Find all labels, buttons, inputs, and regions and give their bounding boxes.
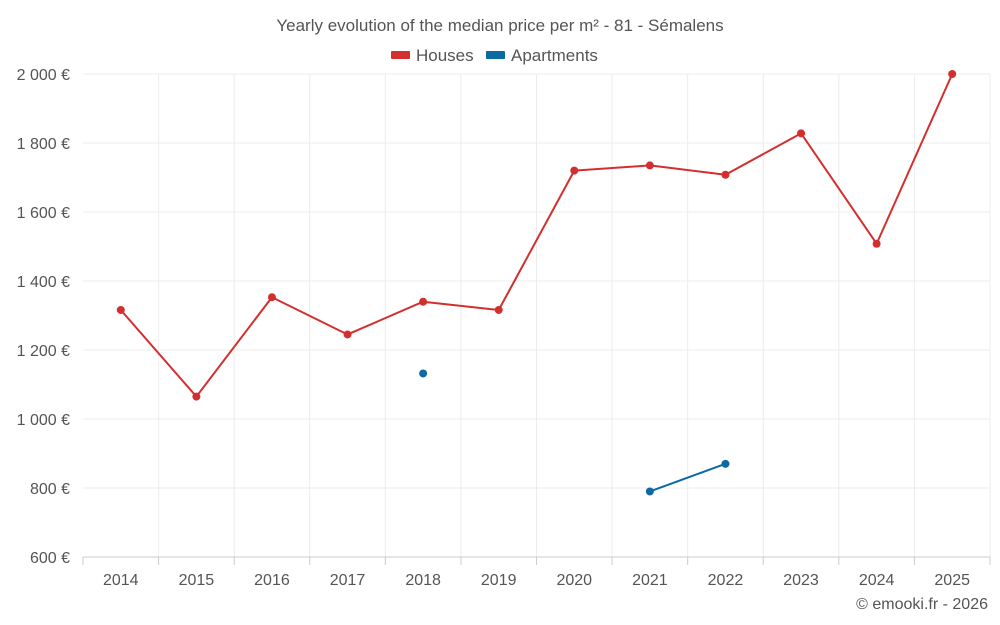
- data-point-houses-2020[interactable]: [570, 166, 579, 175]
- chart-title: Yearly evolution of the median price per…: [276, 16, 723, 35]
- series-line-houses: [120, 73, 954, 398]
- x-tick-label: 2025: [934, 572, 970, 589]
- y-tick-label: 1 600 €: [17, 205, 70, 222]
- data-point-houses-2021[interactable]: [645, 161, 654, 170]
- x-tick-label: 2021: [632, 572, 668, 589]
- data-point-houses-2024[interactable]: [872, 239, 881, 248]
- x-tick-label: 2016: [254, 572, 290, 589]
- x-tick-label: 2019: [481, 572, 517, 589]
- y-tick-label: 1 800 €: [17, 136, 70, 153]
- credit-text: © emooki.fr - 2026: [856, 596, 988, 613]
- legend-label-houses: Houses: [416, 46, 474, 65]
- data-point-apartments-2021[interactable]: [645, 487, 654, 496]
- y-tick-label: 1 400 €: [17, 274, 70, 291]
- x-tick-label: 2014: [103, 572, 139, 589]
- data-point-houses-2025[interactable]: [948, 70, 957, 78]
- data-point-houses-2018[interactable]: [419, 297, 428, 306]
- x-tick-label: 2018: [405, 572, 441, 589]
- series-line-apartments: [649, 462, 726, 493]
- x-tick-label: 2023: [783, 572, 819, 589]
- data-point-houses-2017[interactable]: [343, 330, 352, 339]
- x-axis: 2014 2015 2016 2017 2018 2019 2020 2021 2022 2023…: [82, 556, 991, 589]
- y-tick-label: 2 000 €: [17, 67, 70, 84]
- x-tick-label: 2015: [179, 572, 215, 589]
- data-point-houses-2016[interactable]: [267, 293, 276, 302]
- legend-label-apartments: Apartments: [511, 46, 598, 65]
- gridlines: [83, 73, 991, 557]
- x-tick-label: 2024: [859, 572, 895, 589]
- y-tick-label: 1 200 €: [17, 343, 70, 360]
- x-tick-label: 2017: [330, 572, 366, 589]
- series-apartments: [419, 369, 730, 496]
- legend-swatch-apartments: [486, 51, 505, 59]
- legend-item-apartments[interactable]: Apartments: [486, 46, 598, 65]
- y-tick-label: 1 000 €: [17, 412, 70, 429]
- y-tick-label: 600 €: [30, 550, 70, 567]
- data-point-apartments-2018[interactable]: [419, 369, 428, 378]
- x-tick-label: 2022: [708, 572, 744, 589]
- data-point-houses-2015[interactable]: [192, 392, 201, 401]
- y-axis: 600 € 800 € 1 000 € 1 200 € 1 400 € 1 600 € 1 …: [17, 67, 70, 567]
- x-tick-label: 2020: [556, 572, 592, 589]
- data-point-houses-2023[interactable]: [797, 129, 806, 138]
- series-houses: [116, 70, 957, 401]
- data-point-houses-2019[interactable]: [494, 305, 503, 314]
- data-point-apartments-2022[interactable]: [721, 459, 730, 468]
- series: [116, 70, 957, 496]
- y-tick-label: 800 €: [30, 481, 70, 498]
- data-point-houses-2014[interactable]: [116, 305, 125, 314]
- legend-item-houses[interactable]: Houses: [391, 46, 474, 65]
- legend-swatch-houses: [391, 51, 410, 59]
- data-point-houses-2022[interactable]: [721, 170, 730, 179]
- legend: Houses Apartments: [391, 46, 598, 65]
